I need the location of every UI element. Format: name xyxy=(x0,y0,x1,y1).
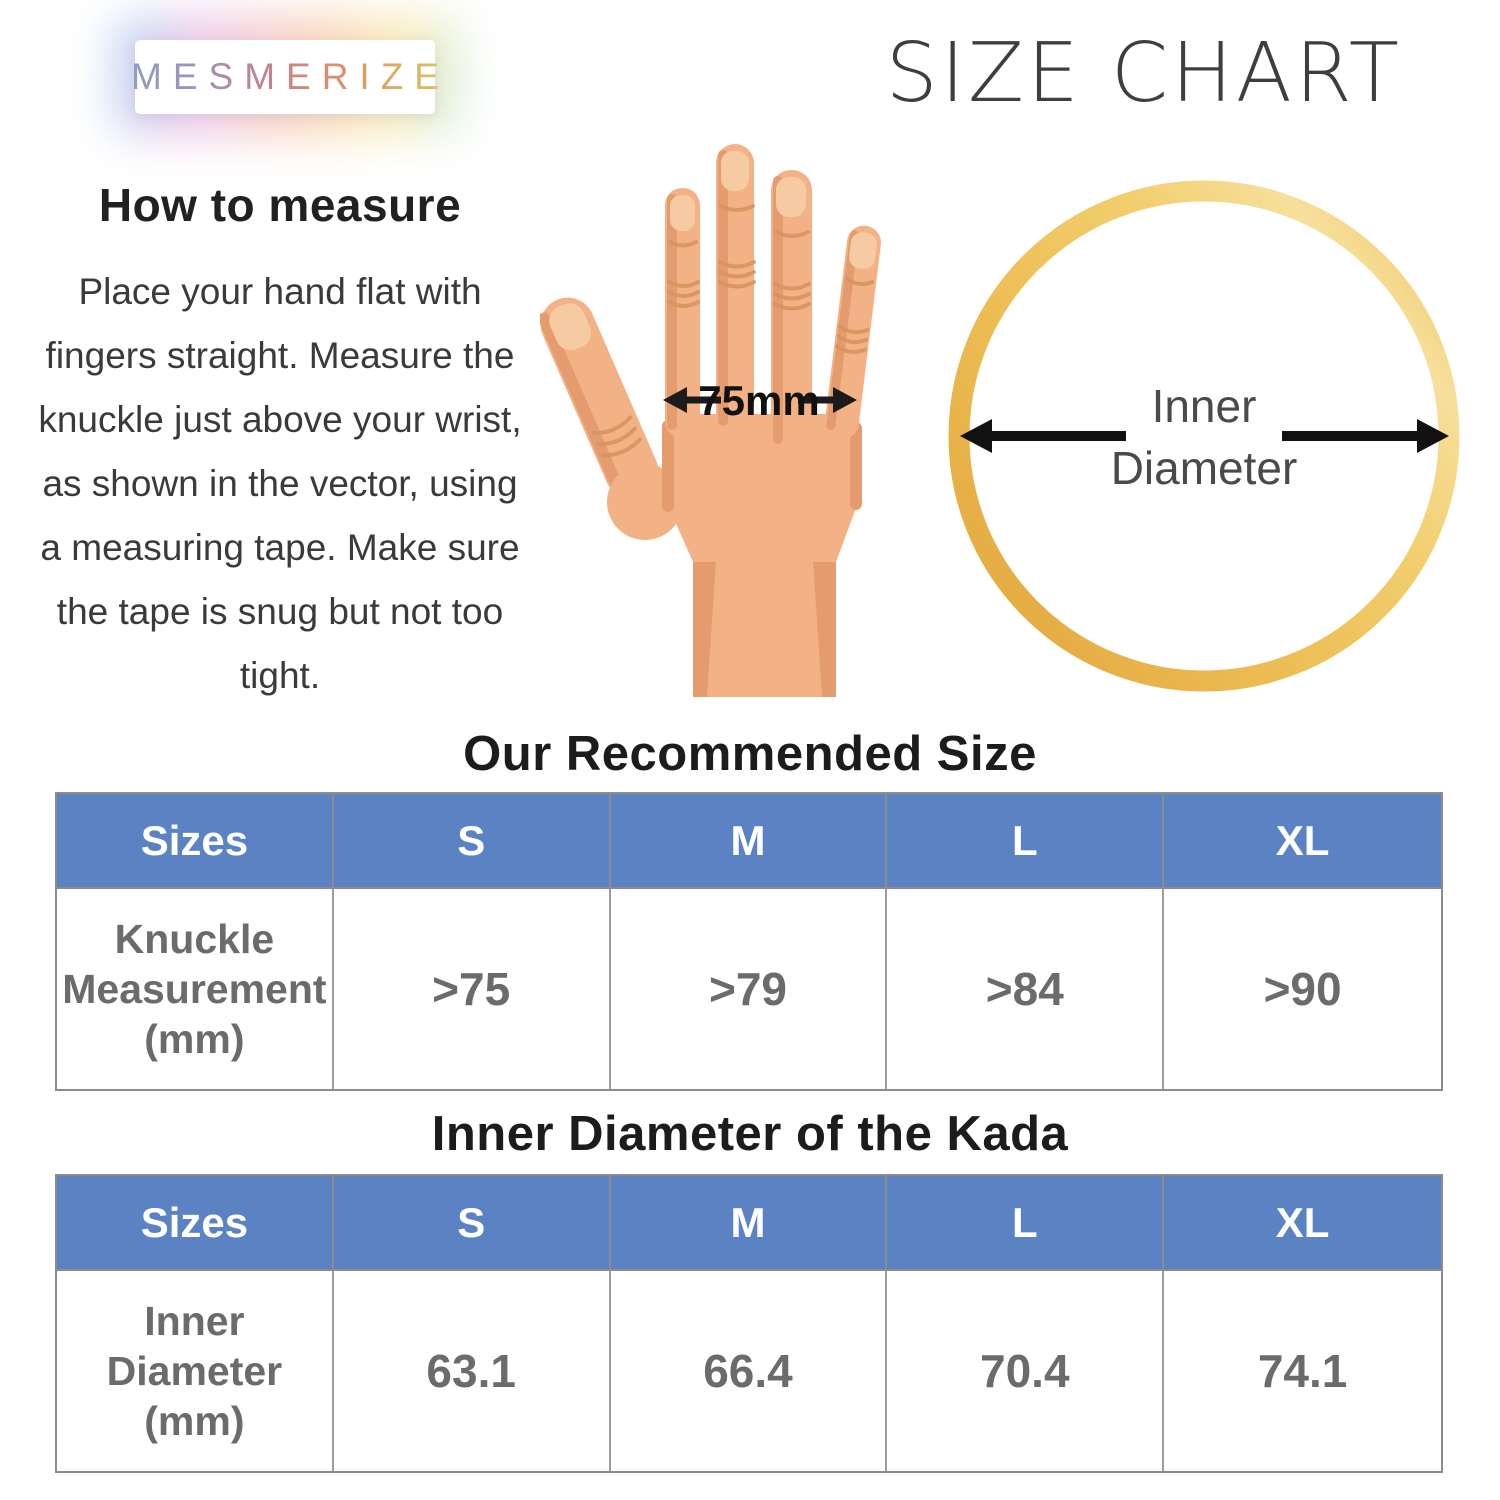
value-cell: 70.4 xyxy=(887,1271,1165,1471)
header-cell: S xyxy=(334,1176,611,1269)
table-body-row: Inner Diameter (mm) 63.1 66.4 70.4 74.1 xyxy=(57,1271,1441,1471)
header-cell: Sizes xyxy=(57,1176,334,1269)
diameter-value: 70.4 xyxy=(980,1345,1070,1397)
recommended-size-table: Sizes S M L XL Knuckle Measurement (mm) … xyxy=(55,792,1443,1091)
row-label-line: Measurement xyxy=(62,966,327,1012)
value-cell: >75 xyxy=(334,889,611,1089)
inner-diameter-title: Inner Diameter of the Kada xyxy=(431,1107,1069,1161)
how-to-measure-body: Place your hand flat with fingers straig… xyxy=(38,271,522,696)
header-cell: M xyxy=(611,794,888,887)
row-label-line: Knuckle xyxy=(114,916,275,962)
row-label-cell: Knuckle Measurement (mm) xyxy=(57,889,334,1089)
value-cell: 74.1 xyxy=(1164,1271,1441,1471)
table-header-row: Sizes S M L XL xyxy=(57,1176,1441,1271)
inner-diameter-arrow-icon xyxy=(960,419,1449,453)
row-label-line: Diameter xyxy=(106,1348,283,1394)
header-cell: Sizes xyxy=(57,794,334,887)
diameter-value: 66.4 xyxy=(703,1345,793,1397)
header-cell: XL xyxy=(1275,816,1330,864)
recommended-size-title: Our Recommended Size xyxy=(463,727,1037,781)
row-label-cell: Inner Diameter (mm) xyxy=(57,1271,334,1471)
header-cell: XL xyxy=(1275,1198,1330,1246)
diameter-value: 74.1 xyxy=(1257,1345,1348,1397)
table-body-row: Knuckle Measurement (mm) >75 >79 >84 >90 xyxy=(57,889,1441,1089)
header-cell: M xyxy=(611,1176,888,1269)
size-value: >84 xyxy=(985,963,1064,1015)
size-value: >90 xyxy=(1263,963,1342,1015)
knuckle-width-arrow-icon: 75mm xyxy=(663,377,857,424)
value-cell: 66.4 xyxy=(611,1271,888,1471)
size-value: >79 xyxy=(708,963,787,1015)
value-cell: >79 xyxy=(611,889,888,1089)
value-cell: >90 xyxy=(1164,889,1441,1089)
row-label-line: (mm) xyxy=(144,1016,245,1062)
value-cell: >84 xyxy=(887,889,1165,1089)
row-label-line: (mm) xyxy=(144,1398,245,1444)
knuckle-width-label: 75mm xyxy=(698,377,819,424)
size-value: >75 xyxy=(432,963,511,1015)
header-cell: L xyxy=(887,794,1165,887)
how-to-measure-heading: How to measure xyxy=(98,179,462,231)
header-cell: S xyxy=(334,794,611,887)
value-cell: 63.1 xyxy=(334,1271,611,1471)
inner-diameter-label-line2: Diameter xyxy=(1111,442,1298,494)
brand-logo-text: MESMERIZE xyxy=(120,56,450,98)
row-label-line: Inner xyxy=(144,1298,245,1344)
header-cell: L xyxy=(887,1176,1165,1269)
inner-diameter-label-line1: Inner xyxy=(1152,380,1257,432)
hand-measurement-illustration: 75mm xyxy=(540,144,881,697)
diameter-value: 63.1 xyxy=(426,1345,516,1397)
kada-ring-illustration: Inner Diameter xyxy=(948,180,1460,692)
page-title: SIZE CHART xyxy=(885,26,1402,121)
inner-diameter-table: Sizes S M L XL Inner Diameter (mm) 63.1 … xyxy=(55,1174,1443,1473)
brand-logo: MESMERIZE xyxy=(131,40,439,114)
hand-graphic xyxy=(540,144,881,697)
how-to-measure-section: How to measure Place your hand flat with… xyxy=(35,178,525,708)
table-header-row: Sizes S M L XL xyxy=(57,794,1441,889)
